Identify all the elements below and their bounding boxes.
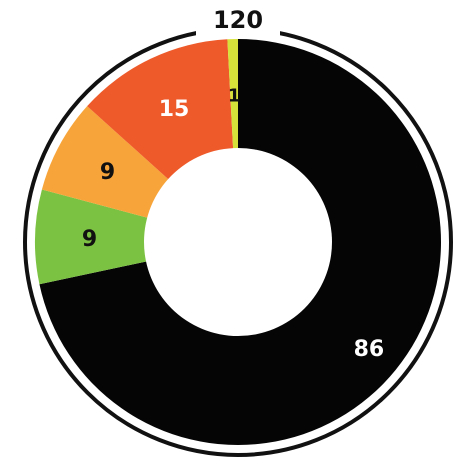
slice-label-9: 9	[82, 227, 97, 252]
title-background	[196, 4, 280, 38]
slice-label-15: 15	[159, 97, 190, 122]
slice-label-9: 9	[100, 160, 115, 185]
labels-group: 86 9 9 15 1	[82, 86, 384, 362]
chart-title: 120	[213, 6, 263, 34]
donut-hole	[144, 148, 332, 336]
slice-label-1: 1	[228, 86, 241, 107]
slice-9	[35, 189, 238, 285]
slice-label-86: 86	[354, 337, 385, 362]
